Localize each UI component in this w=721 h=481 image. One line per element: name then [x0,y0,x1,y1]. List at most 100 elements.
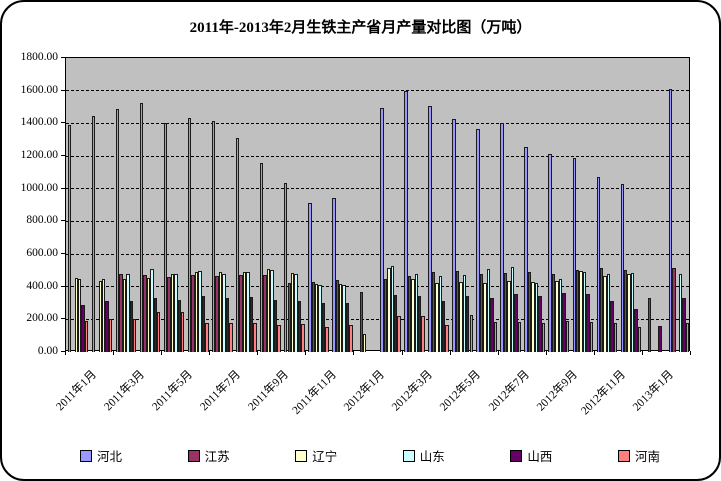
bar-hebei-2011年10月 [284,182,288,352]
x-axis-tick [497,351,499,355]
bar-henan-2011年12月 [349,325,353,352]
legend-item-liaoning: 辽宁 [295,446,337,465]
legend-item-hebei: 河北 [80,446,122,465]
bar-hebei-2012年2月 [380,107,384,352]
x-axis-tick [545,351,547,355]
bar-jiangsu-2012年11月 [600,267,604,352]
bar-shandong-2012年6月 [486,268,491,352]
bar-henan-2011年11月 [325,326,329,352]
x-axis-tick [161,351,163,355]
bar-shanxi-2013年1月 [658,325,662,352]
gridline [66,90,689,92]
bar-shanxi-2012年12月 [634,308,638,352]
bar-shandong-2011年4月 [150,268,154,352]
bar-liaoning-2012年11月 [603,276,607,352]
legend-swatch-jiangsu [187,449,200,462]
gridline [66,220,689,222]
plot-area [65,57,690,352]
bar-hebei-2011年8月 [235,138,240,352]
bar-hebei-2012年8月 [524,147,528,352]
y-axis-tick [61,220,65,222]
y-axis-tick [61,351,65,352]
bar-jiangsu-2012年10月 [575,270,580,352]
bar-jiangsu-2012年8月 [527,271,532,352]
bar-shandong-2012年4月 [438,276,443,352]
bar-liaoning-2011年9月 [266,268,271,352]
legend-item-shandong: 山东 [402,446,445,465]
bar-shandong-2011年8月 [246,271,250,352]
bar-liaoning-2011年12月 [339,284,343,352]
bar-shanxi-2011年9月 [273,299,278,352]
bar-shanxi-2012年3月 [417,295,422,352]
y-axis-tick [61,253,65,254]
bar-liaoning-2012年6月 [483,283,487,352]
legend-item-jiangsu: 江苏 [187,446,230,465]
bar-liaoning-2012年7月 [507,280,511,352]
bar-shanxi-2012年6月 [490,298,494,352]
bar-shandong-2012年12月 [630,272,635,352]
bar-shandong-2012年2月 [390,266,394,352]
bar-shanxi-2011年8月 [249,297,254,352]
bar-hebei-2011年5月 [163,122,168,352]
legend-label-shandong: 山东 [419,450,445,464]
y-axis-tick [61,187,65,189]
bar-shandong-2012年5月 [462,275,467,352]
bar-shandong-2011年10月 [294,274,298,352]
bar-shanxi-2012年7月 [514,294,518,352]
bar-jiangsu-2011年8月 [239,275,243,352]
bar-henan-2012年2月 [397,316,401,352]
bar-jiangsu-2013年2月 [672,267,676,352]
bar-shandong-2011年12月 [342,285,346,352]
chart-title: 2011年-2013年2月生铁主产省月产量对比图（万吨） [189,20,532,36]
y-axis-label: 200.00 [26,312,58,325]
bar-liaoning-2011年6月 [194,271,199,352]
legend-label-hebei: 河北 [97,450,123,464]
bar-shandong-2011年5月 [174,273,178,352]
bar-liaoning-2012年10月 [579,271,583,352]
x-axis-tick [690,351,691,355]
bar-hebei-2012年4月 [428,106,432,352]
bar-shanxi-2012年4月 [442,301,446,352]
bar-hebei-2012年7月 [500,123,504,352]
bar-shandong-2012年9月 [558,279,563,352]
bar-shandong-2011年3月 [126,273,130,352]
bar-henan-2011年5月 [181,311,185,352]
bar-jiangsu-2011年12月 [335,280,339,352]
legend-swatch-shandong [402,449,415,462]
bar-hebei-2011年9月 [260,163,264,352]
x-axis-tick [65,351,66,355]
bar-hebei-2011年12月 [332,198,336,352]
bar-henan-2011年3月 [132,319,137,352]
bar-jiangsu-2012年5月 [455,271,460,352]
bar-jiangsu-2012年6月 [479,273,484,352]
bar-jiangsu-2011年5月 [167,276,171,352]
x-axis-tick [113,351,115,355]
y-axis-label: 1600.00 [20,83,58,96]
bar-hebei-2012年5月 [452,119,456,352]
bar-shanxi-2012年5月 [466,296,470,352]
x-axis-tick [593,351,595,355]
bar-shanxi-2012年9月 [562,293,566,352]
bar-henan-2013年2月 [685,322,690,352]
bar-henan-2012年4月 [445,325,449,352]
bar-henan-2011年2月 [108,319,113,352]
bar-jiangsu-2012年2月 [383,278,388,352]
x-axis-tick [257,351,259,355]
bar-shanxi-2011年6月 [201,296,206,352]
bar-hebei-2011年6月 [187,117,192,352]
bar-shanxi-2012年8月 [538,296,542,352]
legend-item-shanxi: 山西 [510,446,552,465]
bar-liaoning-2011年4月 [146,277,151,352]
y-axis-tick [61,285,65,287]
bar-jiangsu-2011年3月 [119,274,123,352]
bar-henan-2011年10月 [301,324,305,352]
bar-hebei-2011年2月 [91,115,96,352]
x-axis-tick [641,351,643,355]
bar-shanxi-2011年12月 [345,303,350,352]
bar-shanxi-2012年11月 [610,301,614,352]
bar-liaoning-2011年3月 [122,278,127,352]
x-axis-tick [449,351,451,355]
bar-liaoning-2011年8月 [242,271,247,352]
bar-shandong-2012年11月 [606,273,611,352]
